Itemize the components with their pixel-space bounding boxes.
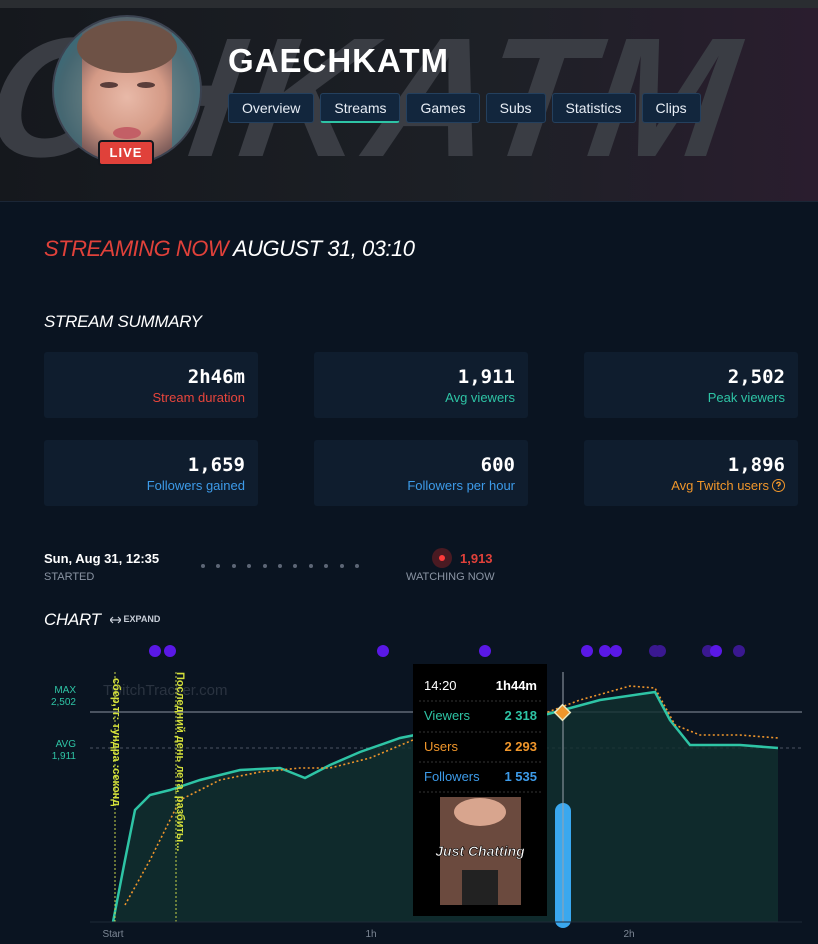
live-badge: LIVE (98, 140, 154, 166)
live-dot (439, 555, 445, 561)
watching-value: 1,913 (460, 551, 493, 566)
live-status: STREAMING NOW (44, 236, 229, 261)
tooltip-row-value: 2 318 (504, 708, 537, 723)
annotation: Последний день лета, разбиты... (174, 672, 186, 851)
nav-tab[interactable]: Games (406, 93, 480, 123)
progress-dot (355, 564, 359, 568)
progress-dot (231, 564, 236, 568)
nav: Overview Streams Games Subs Statistics Clips (228, 93, 701, 123)
tooltip-row-value: 2 293 (504, 739, 537, 754)
help-icon (772, 479, 785, 492)
avg-value: 1,911 (52, 751, 77, 762)
x-label: Start (102, 929, 123, 940)
expand-label: EXPAND (123, 614, 161, 624)
card-value: 600 (480, 454, 515, 476)
card-value: 1,896 (727, 454, 785, 476)
expand-button[interactable]: EXPAND (109, 614, 161, 624)
watermark: TwitchTracker.com (103, 682, 227, 699)
tooltip-row-label: Followers (424, 769, 480, 784)
card-label: Followers per hour (407, 478, 515, 493)
annotation: сбер,тг: тундра :секонд (110, 678, 122, 806)
started-time: Sun, Aug 31, 12:35 (44, 551, 160, 566)
summary-card: 600 Followers per hour (314, 440, 528, 506)
nav-tab[interactable]: Streams (320, 93, 401, 123)
summary-card: 1,911 Avg viewers (314, 352, 528, 418)
top-bar (0, 0, 818, 8)
help-mark (776, 481, 781, 489)
progress-dot (278, 564, 282, 568)
progress-dot (247, 564, 252, 568)
card-value: 2h46m (187, 366, 245, 388)
watching-label: WATCHING NOW (406, 571, 495, 583)
nav-tab[interactable]: Overview (228, 93, 315, 123)
card-value: 1,911 (457, 366, 515, 388)
progress-dot (308, 564, 313, 568)
summary-card: 1,896 Avg Twitch users (584, 440, 798, 506)
x-label: 1h (365, 929, 376, 940)
avg-label: AVG (56, 739, 77, 750)
viewers-line (111, 690, 779, 923)
summary-card: 2h46m Stream duration (44, 352, 258, 418)
section-title: STREAM SUMMARY (44, 312, 202, 331)
summary-card: 1,659 Followers gained (44, 440, 258, 506)
progress-dot (216, 564, 221, 568)
hover-marker (553, 703, 572, 722)
progress-dot (339, 564, 344, 568)
max-value: 2,502 (51, 697, 76, 708)
event-dots (149, 645, 745, 657)
max-label: MAX (54, 685, 76, 696)
chart-title: CHART (44, 610, 101, 629)
nav-tab[interactable]: Statistics (551, 93, 636, 123)
progress-dot (262, 564, 267, 568)
game-image-face (454, 798, 506, 826)
game-name: Just Chatting (435, 843, 525, 859)
card-value: 2,502 (727, 366, 785, 388)
tooltip-duration: 1h44m (496, 678, 537, 693)
summary-card: 2,502 Peak viewers (584, 352, 798, 418)
card-label: Followers gained (146, 478, 245, 493)
tooltip-time: 14:20 (424, 678, 457, 693)
tooltip-row-label: Viewers (424, 708, 471, 723)
nav-tab[interactable]: Subs (485, 93, 546, 123)
tooltip-row-value: 1 535 (504, 769, 537, 784)
card-label: Avg viewers (445, 390, 515, 405)
card-label: Avg Twitch users (671, 478, 785, 493)
started-label: STARTED (44, 571, 95, 583)
x-label: 2h (623, 929, 634, 940)
tooltip-rows: Viewers 2 318 Users 2 293 Followers 1 535 (419, 700, 541, 793)
nav-tab[interactable]: Clips (641, 93, 701, 123)
stream-status: STREAMING NOW AUGUST 31, 03:10 (44, 236, 415, 262)
live-indicator (432, 548, 452, 568)
progress-dot (293, 564, 298, 568)
progress-dot (201, 564, 205, 568)
channel-name: GAECHKATM (228, 42, 450, 79)
tooltip: 14:20 1h44m Viewers 2 318 Users 2 293 Follow… (413, 664, 547, 916)
game-image-mic (462, 870, 498, 905)
expand-icon (109, 616, 122, 624)
stream-date: AUGUST 31, 03:10 (232, 236, 415, 261)
card-value: 1,659 (187, 454, 245, 476)
tooltip-row-label: Users (424, 739, 458, 754)
help-glyph (776, 481, 781, 489)
progress-dot (324, 564, 329, 568)
card-label: Stream duration (152, 390, 246, 405)
card-label: Peak viewers (707, 390, 785, 405)
